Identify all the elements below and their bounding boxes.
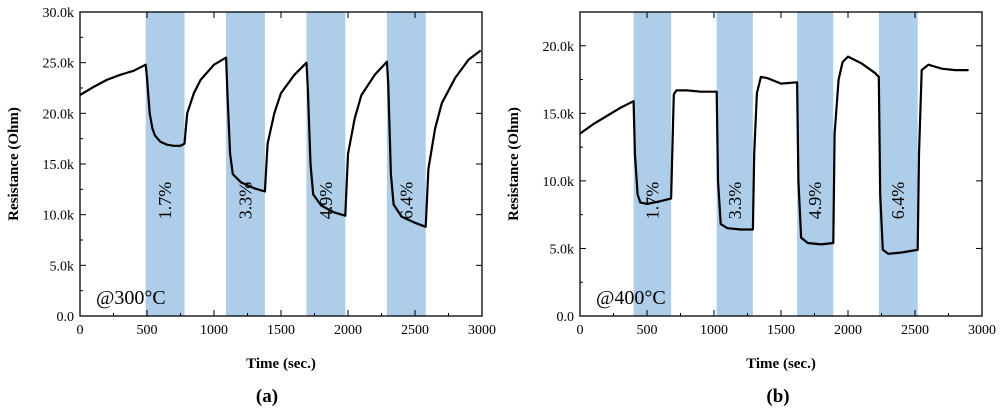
panel-a: 1.7% 3.3% 4.9% 6.4% 0 500 1000 1500 2000 2500 3000… — [6, 6, 496, 407]
y-tick-label: 15.0k — [543, 107, 575, 122]
concentration-label: 4.9% — [316, 182, 336, 220]
concentration-label: 1.7% — [642, 182, 662, 220]
x-tick-label: 2000 — [334, 323, 362, 338]
x-tick-label: 1000 — [700, 323, 728, 338]
x-tick-label: 3000 — [468, 323, 496, 338]
x-tick-label: 0 — [77, 323, 84, 338]
exposure-window — [878, 12, 918, 316]
exposure-window — [633, 12, 672, 316]
panel-caption: (a) — [256, 386, 278, 407]
series-line — [579, 55, 969, 255]
exposure-window — [145, 12, 185, 316]
panel-b: 1.7% 3.3% 4.9% 6.4% 0 500 1000 1500 2000 2500 3000… — [506, 11, 996, 407]
x-tick-label: 1500 — [767, 323, 795, 338]
exposure-window — [797, 12, 834, 316]
exposure-window — [306, 12, 346, 316]
exposure-window — [716, 12, 753, 316]
concentration-label: 1.7% — [155, 182, 175, 220]
y-tick-label: 30.0k — [43, 6, 75, 21]
y-tick-label: 0.0 — [57, 310, 75, 325]
x-axis-label: Time (sec.) — [746, 356, 816, 372]
x-tick-label: 500 — [637, 323, 658, 338]
x-tick-label: 500 — [137, 323, 158, 338]
y-tick-label: 10.0k — [543, 175, 575, 190]
exposure-window — [386, 12, 426, 316]
concentration-label: 3.3% — [725, 182, 745, 220]
y-tick-label: 5.0k — [50, 259, 75, 274]
panel-caption: (b) — [766, 386, 789, 407]
concentration-label: 6.4% — [888, 182, 908, 220]
x-tick-label: 1000 — [200, 323, 228, 338]
y-tick-label: 20.0k — [43, 107, 75, 122]
temperature-annotation: @400°C — [596, 287, 666, 309]
x-tick-label: 2500 — [401, 323, 429, 338]
x-tick-label: 2000 — [834, 323, 862, 338]
x-tick-label: 0 — [577, 323, 584, 338]
x-axis-label: Time (sec.) — [246, 356, 316, 372]
y-axis-label: Resistance (Ohm) — [506, 107, 522, 221]
x-tick-label: 3000 — [968, 323, 996, 338]
x-tick-label: 1500 — [267, 323, 295, 338]
temperature-annotation: @300°C — [96, 287, 166, 309]
y-tick-label: 25.0k — [43, 57, 75, 72]
concentration-label: 3.3% — [235, 182, 255, 220]
concentration-label: 6.4% — [396, 182, 416, 220]
y-tick-label: 15.0k — [43, 158, 75, 173]
series-line — [79, 49, 482, 228]
concentration-label: 4.9% — [805, 182, 825, 220]
y-tick-label: 10.0k — [43, 209, 75, 224]
y-axis-label: Resistance (Ohm) — [6, 107, 22, 221]
y-tick-label: 20.0k — [543, 40, 575, 55]
y-tick-label: 0.0 — [557, 310, 575, 325]
x-tick-label: 2500 — [901, 323, 929, 338]
y-tick-label: 5.0k — [550, 242, 575, 257]
